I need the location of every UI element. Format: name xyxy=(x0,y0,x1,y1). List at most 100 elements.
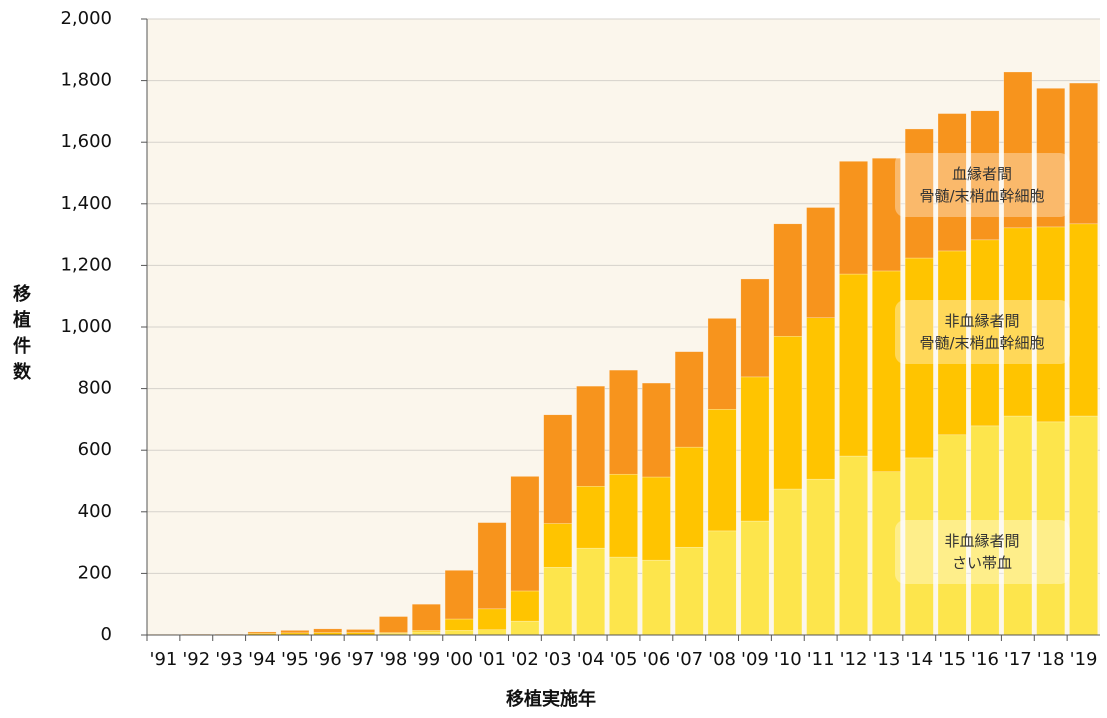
bar-segment xyxy=(839,273,868,457)
x-tick-label: '17 xyxy=(1004,649,1032,670)
bar-segment xyxy=(576,547,606,636)
y-tick-label: 1,800 xyxy=(60,70,112,91)
bar-segment xyxy=(641,382,671,478)
x-tick-label: '00 xyxy=(445,649,473,670)
y-tick-label: 400 xyxy=(78,501,112,522)
bar-segment xyxy=(806,478,836,636)
bar-segment xyxy=(674,351,704,448)
bar-segment xyxy=(379,616,408,633)
x-tick-label: '98 xyxy=(380,649,408,670)
y-tick-label: 200 xyxy=(78,562,112,583)
bar-segment xyxy=(444,630,474,636)
bar-segment xyxy=(641,559,671,636)
bar-segment xyxy=(510,590,540,622)
x-tick-label: '16 xyxy=(971,649,999,670)
bar-segment xyxy=(313,628,343,633)
x-tick-label: '94 xyxy=(248,649,276,670)
bar-segment xyxy=(609,556,638,636)
x-tick-label: '03 xyxy=(544,649,572,670)
x-tick-label: '10 xyxy=(774,649,802,670)
bar-segment xyxy=(543,566,573,636)
x-tick-label: '14 xyxy=(905,649,933,670)
x-tick-label: '02 xyxy=(511,649,539,670)
y-tick-label: 1,200 xyxy=(60,254,112,275)
bar-segment xyxy=(1069,415,1098,636)
bar-segment xyxy=(609,473,638,558)
bar-segment xyxy=(872,157,901,272)
x-tick-label: '01 xyxy=(478,649,506,670)
y-tick-label: 800 xyxy=(78,378,112,399)
y-tick-label: 2,000 xyxy=(60,8,112,29)
bar-segment xyxy=(970,239,1000,427)
bar-segment xyxy=(872,270,901,473)
bar-segment xyxy=(477,608,507,631)
bar-segment xyxy=(674,446,704,548)
bar-segment xyxy=(937,113,967,252)
bar-segment xyxy=(510,476,540,592)
x-tick-label: '08 xyxy=(708,649,736,670)
x-tick-label: '05 xyxy=(610,649,638,670)
bar-segment xyxy=(773,488,803,636)
y-tick-label: 1,600 xyxy=(60,131,112,152)
y-tick-label: 0 xyxy=(101,624,112,645)
x-tick-label: '96 xyxy=(314,649,342,670)
bar-segment xyxy=(411,603,441,631)
y-tick-label: 1,400 xyxy=(60,193,112,214)
bar-segment xyxy=(839,455,868,636)
y-tick-label: 1,000 xyxy=(60,316,112,337)
bar-segment xyxy=(280,630,310,634)
y-tick-label: 600 xyxy=(78,439,112,460)
bar-segment xyxy=(1069,82,1098,225)
x-tick-label: '04 xyxy=(577,649,605,670)
x-axis-title: 移植実施年 xyxy=(506,688,596,710)
x-tick-label: '93 xyxy=(215,649,243,670)
bar-segment xyxy=(707,408,737,532)
bar-segment xyxy=(937,434,967,636)
bar-segment xyxy=(543,523,573,568)
x-tick-label: '95 xyxy=(281,649,309,670)
bar-segment xyxy=(937,250,967,436)
x-tick-label: '91 xyxy=(150,649,178,670)
bar-segment xyxy=(806,317,836,480)
x-tick-label: '13 xyxy=(872,649,900,670)
bar-segment xyxy=(576,485,606,549)
series-label: 非血縁者間さい帯血 xyxy=(944,532,1019,572)
x-tick-label: '06 xyxy=(642,649,670,670)
bar-segment xyxy=(707,530,737,636)
bar-segment xyxy=(773,335,803,490)
bar-segment xyxy=(904,457,934,636)
bar-segment xyxy=(1036,226,1066,423)
x-tick-label: '07 xyxy=(675,649,703,670)
bar-segment xyxy=(576,385,606,487)
x-tick-label: '18 xyxy=(1037,649,1065,670)
bar-segment xyxy=(740,278,770,378)
series-label-box xyxy=(895,153,1070,217)
bar-segment xyxy=(707,318,737,410)
bar-segment xyxy=(444,570,474,620)
bar-segment xyxy=(477,629,507,636)
x-tick-label: '12 xyxy=(840,649,868,670)
bar-segment xyxy=(247,631,277,634)
bar-segment xyxy=(444,618,474,631)
bar-segment xyxy=(1003,71,1033,229)
bar-segment xyxy=(641,476,671,561)
series-label: 血縁者間骨髄/末梢血幹細胞 xyxy=(919,165,1044,205)
y-axis-title: 移植件数 xyxy=(13,283,32,383)
bar-segment xyxy=(839,161,868,275)
bar-segment xyxy=(1069,223,1098,417)
bar-segment xyxy=(773,223,803,337)
bar-segment xyxy=(740,520,770,636)
bar-segment xyxy=(904,128,934,259)
x-tick-label: '09 xyxy=(741,649,769,670)
x-tick-label: '97 xyxy=(347,649,375,670)
bar-segment xyxy=(740,376,770,522)
x-tick-label: '99 xyxy=(412,649,440,670)
bar-segment xyxy=(674,546,704,636)
series-label-box xyxy=(895,520,1070,584)
bar-segment xyxy=(609,369,638,475)
bar-segment xyxy=(1003,227,1033,417)
x-tick-label: '15 xyxy=(938,649,966,670)
bar-segment xyxy=(510,620,540,636)
x-tick-label: '92 xyxy=(182,649,210,670)
